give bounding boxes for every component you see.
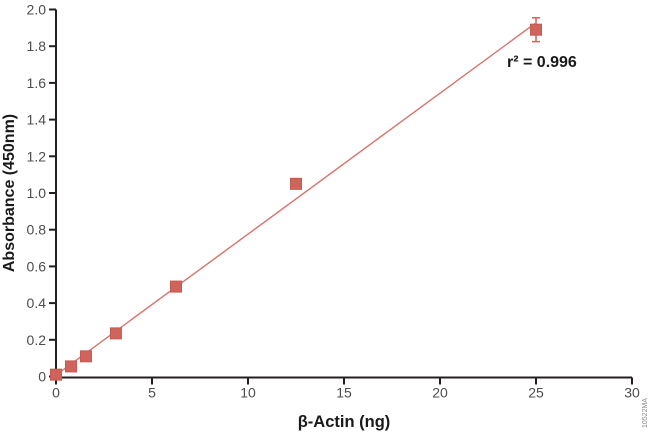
trend-line — [55, 22, 536, 376]
y-axis-tick-label: 1.6 — [27, 75, 47, 91]
x-axis-tick-label: 5 — [148, 385, 156, 401]
y-axis-tick-label: 0 — [38, 369, 46, 385]
x-axis-title: β-Actin (ng) — [298, 413, 391, 431]
data-point — [170, 280, 182, 293]
x-axis-tick-label: 10 — [240, 385, 256, 401]
y-axis-tick-label: 0.2 — [27, 332, 47, 348]
r-squared-annotation: r² = 0.996 — [507, 54, 577, 71]
y-axis-tick-label: 1.4 — [27, 112, 47, 128]
data-point — [290, 177, 302, 190]
x-axis-tick-label: 15 — [336, 385, 352, 401]
data-point — [79, 350, 92, 363]
axes: 0 5 10 15 20 25 30 0 0.2 0.4 0.6 0.8 1.0 1.2 1.4 1.6 1.8… — [27, 2, 640, 401]
data-series — [50, 17, 542, 381]
figure-code: 10522MA — [642, 398, 649, 428]
data-point — [50, 368, 62, 381]
y-axis-tick-label: 0.4 — [27, 295, 47, 311]
y-axis-tick-label: 2.0 — [27, 2, 47, 18]
y-axis-tick-label: 1.0 — [27, 185, 47, 201]
y-axis-tick-label: 0.8 — [27, 222, 47, 238]
y-axis-tick-label: 0.6 — [27, 258, 47, 274]
data-point — [530, 23, 542, 36]
x-axis-tick-label: 20 — [432, 385, 448, 401]
data-point — [64, 360, 77, 373]
x-axis-tick-label: 0 — [52, 385, 60, 401]
y-axis-tick-label: 1.8 — [27, 38, 47, 54]
data-point — [109, 327, 122, 340]
x-axis-tick-label: 30 — [624, 385, 640, 401]
y-axis-tick-label: 1.2 — [27, 148, 47, 164]
y-axis-title: Absorbance (450nm) — [1, 114, 18, 272]
x-axis-tick-label: 25 — [528, 385, 544, 401]
